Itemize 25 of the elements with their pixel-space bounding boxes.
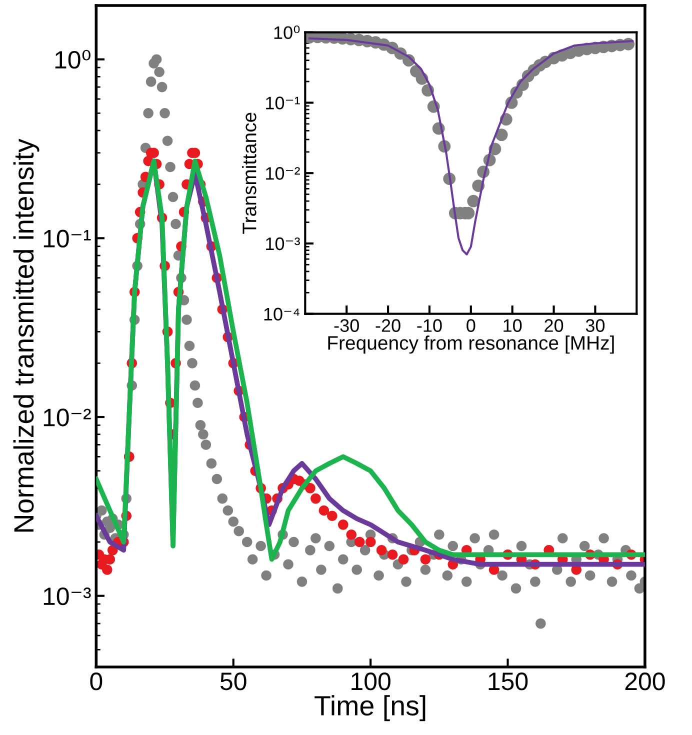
y-tick-label: 10⁰ — [274, 25, 300, 40]
x-axis-title: Time [ns] — [314, 695, 426, 722]
x-tick-label: 10 — [504, 319, 522, 332]
x-tick-label: 200 — [625, 672, 665, 690]
x-tick-label: -10 — [417, 319, 442, 332]
x-tick-label: 0 — [90, 672, 102, 690]
x-tick-label: 20 — [544, 319, 564, 332]
y-tick-label: 10⁻¹ — [44, 230, 91, 248]
x-tick-label: 100 — [352, 672, 390, 690]
x-tick-label: -30 — [334, 319, 359, 332]
y-tick-label: 10⁻³ — [266, 237, 300, 250]
y-tick-label: 10⁻⁴ — [264, 308, 300, 321]
y-tick-label: 10⁻² — [44, 408, 91, 426]
y-tick-label: 10⁻¹ — [266, 96, 300, 110]
y-tick-label: 10⁰ — [55, 50, 90, 69]
x-axis-title: Frequency from resonance [MHz] — [328, 336, 614, 354]
y-tick-label: 10⁻³ — [44, 587, 91, 606]
y-axis-title: Transmittance — [242, 112, 256, 234]
x-tick-label: 150 — [488, 672, 528, 690]
x-tick-label: 50 — [220, 672, 246, 690]
y-tick-label: 10⁻² — [266, 167, 300, 180]
x-tick-label: -20 — [376, 319, 400, 332]
x-tick-label: 30 — [586, 319, 605, 332]
x-tick-label: 0 — [466, 319, 476, 332]
y-axis-title: Normalized transmitted intensity — [13, 138, 40, 532]
